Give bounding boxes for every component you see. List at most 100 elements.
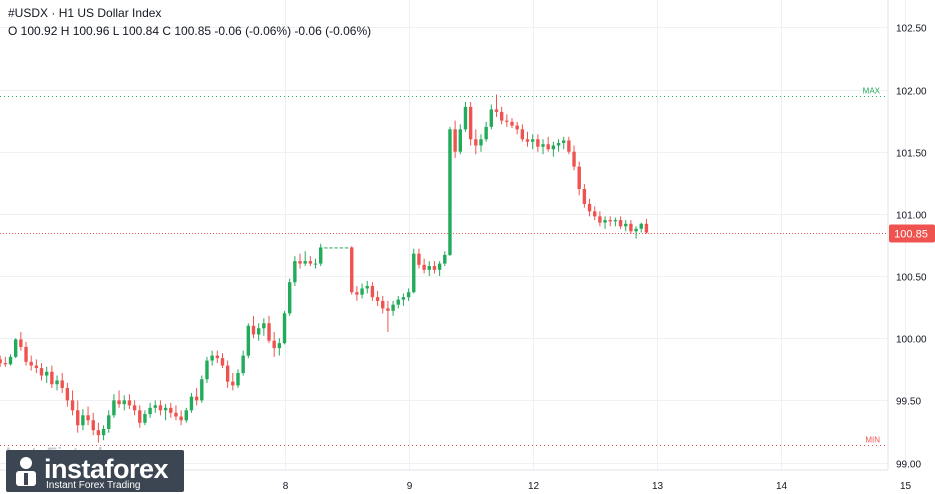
candle-body <box>313 263 318 265</box>
candle <box>8 354 13 366</box>
x-tick-label: 15 <box>900 481 912 492</box>
candle-body <box>8 356 13 365</box>
legend-separator: · <box>48 6 59 20</box>
candle <box>629 220 633 234</box>
candle-body <box>0 359 2 364</box>
candle-body <box>339 247 344 249</box>
candle <box>298 253 302 269</box>
candle-body <box>76 410 80 426</box>
candle-body <box>277 343 282 349</box>
candle-body <box>443 254 447 264</box>
candle-body <box>562 140 566 143</box>
candle <box>546 136 550 152</box>
candle <box>215 350 220 364</box>
current-price-label: 100.85 <box>894 229 928 241</box>
candle-body <box>412 253 416 293</box>
candle-body <box>308 261 313 264</box>
candle-body <box>24 346 28 362</box>
candle <box>96 422 101 443</box>
candle <box>272 331 276 357</box>
candle-body <box>644 223 649 233</box>
candle <box>308 256 313 267</box>
candle <box>241 350 245 376</box>
candle-body <box>45 371 49 376</box>
candle-body <box>13 339 18 357</box>
candle-body <box>489 109 494 127</box>
candle <box>644 218 649 234</box>
candle-body <box>179 416 183 421</box>
y-tick-label: 100.50 <box>896 273 927 284</box>
candle-body <box>572 151 576 167</box>
candle <box>391 300 395 316</box>
candle <box>370 282 375 301</box>
legend-ohlc-row: O 100.92 H 100.96 L 100.84 C 100.85 -0.0… <box>8 24 372 38</box>
candle <box>324 247 328 249</box>
candle-body <box>122 400 126 405</box>
candle <box>422 258 426 274</box>
candle-body <box>138 410 142 423</box>
candle-body <box>107 415 111 429</box>
candle <box>319 243 323 267</box>
candle-body <box>29 361 33 366</box>
candle <box>101 425 106 441</box>
candle-body <box>391 304 395 311</box>
candle-body <box>143 414 147 423</box>
chart-legend: #USDX · H1 US Dollar Index O 100.92 H 10… <box>8 4 371 40</box>
candle <box>603 216 607 229</box>
candle-body <box>474 139 478 146</box>
candle <box>329 247 333 249</box>
candle <box>572 145 576 171</box>
candle-body <box>546 144 550 150</box>
y-tick-label: 99.50 <box>896 397 921 408</box>
candle-body <box>505 120 509 122</box>
max-label: MAX <box>863 87 881 96</box>
candle <box>60 373 64 393</box>
candle <box>412 248 416 294</box>
candle <box>567 136 571 155</box>
candle-body <box>432 266 437 270</box>
candle-body <box>365 285 369 289</box>
candle-body <box>282 313 287 344</box>
current-price-badge: 100.85 <box>889 224 935 243</box>
candle-body <box>319 247 323 264</box>
candle <box>593 206 597 221</box>
candle <box>112 394 116 418</box>
candle <box>148 402 152 418</box>
candle-body <box>422 264 426 270</box>
candle-body <box>231 381 235 386</box>
candle-body <box>448 129 452 255</box>
candle <box>505 114 509 127</box>
candle <box>334 247 338 249</box>
candle <box>401 293 406 306</box>
candle <box>582 184 587 208</box>
candle-body <box>3 363 8 365</box>
candle-body <box>634 228 638 232</box>
candle <box>468 101 473 146</box>
candle <box>624 220 628 232</box>
candle <box>3 356 8 367</box>
candle <box>479 134 483 152</box>
candle-body <box>567 140 571 152</box>
candle <box>153 400 157 413</box>
candle-body <box>499 111 504 121</box>
candle-body <box>417 253 421 265</box>
current-price-badge-bg <box>889 224 935 243</box>
candle-body <box>148 407 152 415</box>
candle <box>499 106 504 125</box>
candle <box>163 404 168 421</box>
x-tick-label: 14 <box>776 481 788 492</box>
candle-body <box>220 358 225 366</box>
candle-body <box>174 412 178 417</box>
min-label: MIN <box>865 436 880 445</box>
candle-body <box>463 106 468 130</box>
candle <box>536 134 540 152</box>
candle-body <box>406 292 411 298</box>
candle <box>251 315 256 339</box>
candle-body <box>598 216 602 223</box>
candle <box>194 387 199 406</box>
candle <box>618 216 623 229</box>
candle <box>256 323 261 341</box>
x-tick-label: 8 <box>283 481 289 492</box>
candle <box>598 211 602 227</box>
